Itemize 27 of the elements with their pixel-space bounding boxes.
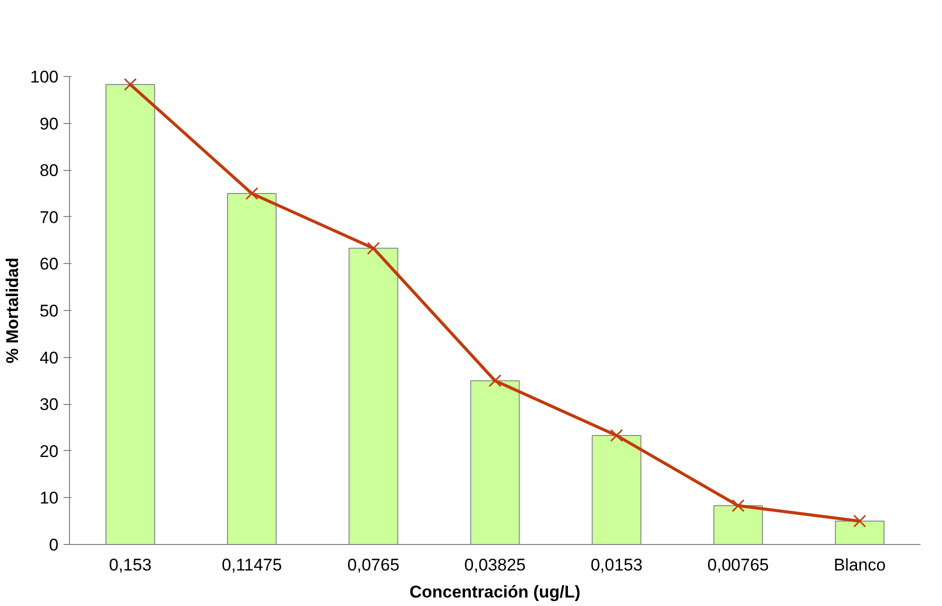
- x-axis-title: Concentración (ug/L): [410, 582, 580, 602]
- y-tick-label: 100: [30, 68, 59, 86]
- y-tick-label: 90: [40, 114, 59, 134]
- y-tick-label: 0: [49, 536, 59, 554]
- x-tick-label: 0,153: [109, 556, 152, 574]
- x-tick-label: 0,11475: [222, 556, 282, 574]
- x-tick-label: 0,03825: [464, 556, 526, 574]
- point: [732, 499, 745, 512]
- y-tick-label: 20: [40, 442, 59, 461]
- y-tick-label: 10: [40, 488, 59, 508]
- point: [245, 187, 258, 200]
- x-tick-label: Blanco: [834, 556, 886, 574]
- point: [367, 242, 380, 255]
- y-tick-label: 30: [40, 395, 59, 414]
- point: [610, 429, 623, 442]
- point: [853, 514, 866, 528]
- y-axis-title: % Mortalidad: [3, 258, 22, 364]
- y-tick-label: 60: [40, 254, 59, 274]
- x-tick-label: 0,0765: [347, 556, 400, 574]
- x-tick-label: 0,00765: [707, 556, 769, 574]
- x-tick-label: 0,0153: [590, 556, 643, 574]
- y-tick-label: 50: [40, 302, 59, 320]
- y-tick-label: 80: [40, 161, 59, 180]
- point: [488, 374, 502, 388]
- y-tick-label: 40: [40, 348, 59, 368]
- point: [124, 78, 137, 91]
- y-tick-label: 70: [40, 208, 59, 227]
